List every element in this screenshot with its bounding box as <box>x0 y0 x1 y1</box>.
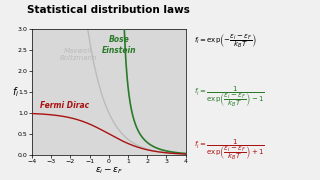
Text: Statistical distribution laws: Statistical distribution laws <box>28 5 190 15</box>
Y-axis label: $f_i$: $f_i$ <box>12 85 19 99</box>
Text: Maxwell
Boltzmann: Maxwell Boltzmann <box>59 48 97 61</box>
Text: Fermi Dirac: Fermi Dirac <box>40 101 89 110</box>
Text: $f_i = \dfrac{1}{\exp\!\left(\dfrac{\varepsilon_i - \varepsilon_F}{k_B T}\right): $f_i = \dfrac{1}{\exp\!\left(\dfrac{\var… <box>194 85 264 109</box>
Text: $f_i = \exp\!\left(-\dfrac{\varepsilon_i - \varepsilon_F}{k_B T}\right)$: $f_i = \exp\!\left(-\dfrac{\varepsilon_i… <box>194 32 256 50</box>
Text: Bose
Einstein: Bose Einstein <box>102 35 137 55</box>
X-axis label: $\varepsilon_i - \varepsilon_F$: $\varepsilon_i - \varepsilon_F$ <box>94 165 123 176</box>
Text: $f_i = \dfrac{1}{\exp\!\left(\dfrac{\varepsilon_i - \varepsilon_F}{k_B T}\right): $f_i = \dfrac{1}{\exp\!\left(\dfrac{\var… <box>194 137 264 161</box>
